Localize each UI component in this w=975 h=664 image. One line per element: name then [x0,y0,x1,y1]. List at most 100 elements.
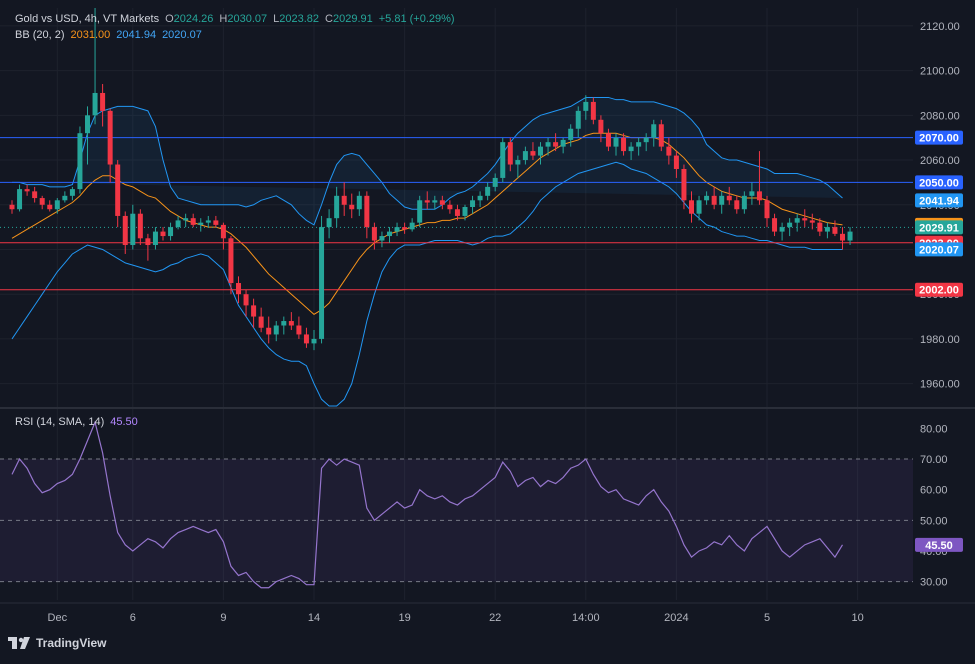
candle-body [326,218,332,228]
rsi-tick-label: 80.00 [920,423,948,435]
candle-body [251,305,257,317]
price-badge-bb_upper-bg [915,193,963,208]
candle-body [77,133,83,190]
bb-basis-value: 2031.00 [70,29,111,41]
candle-body [575,110,581,129]
candle-body [545,142,551,147]
candle-body [560,139,566,147]
low-label: L [273,13,280,25]
candle-body [817,222,823,232]
bb-basis-line [11,132,843,315]
candle-body [334,195,340,219]
rsi-tick-label: 60.00 [920,485,948,497]
candle-body [220,224,226,239]
candle-body [847,231,853,241]
candle-body [636,142,642,147]
candle-body [658,124,664,147]
candle-body [387,231,392,237]
candle-body [100,92,106,111]
rsi-tick-label: 30.00 [920,577,948,589]
time-tick-label: 22 [489,612,501,624]
candle-body [130,213,136,246]
open-value: 2024.26 [173,13,214,25]
rsi-legend-label[interactable]: RSI (14, SMA, 14) [15,416,105,428]
candle-body [17,189,23,210]
candle-body [236,283,241,295]
time-tick-label: 14:00 [572,612,600,624]
candle-body [598,119,604,134]
price-tick-label: 2120.00 [920,21,960,33]
candle-body [621,137,627,152]
bb-lower-value: 2020.07 [162,29,202,41]
price-badge-bb_lower-bg [915,242,963,257]
candle-body [492,177,498,187]
candle-body [311,338,317,344]
price-tick-label: 1960.00 [920,379,960,391]
candle-body [764,200,770,219]
candle-body [568,128,574,140]
rsi-line [11,420,844,589]
candle-body [802,218,808,221]
candle-body [590,101,596,120]
candle-body [726,195,732,201]
candle-body [689,200,694,214]
candle-body [137,213,143,239]
candle-body [628,146,634,152]
candle-body [553,142,559,147]
candle-body [258,316,264,328]
bb-legend-label[interactable]: BB (20, 2) [15,29,65,41]
candle-body [107,110,113,165]
candle-body [583,101,589,111]
candle-body [485,186,491,196]
candle-body [515,160,521,165]
candle-body [470,200,476,207]
candle-body [772,218,778,232]
level-badge: 2050.00 [919,177,959,189]
candle-body [319,227,325,339]
candle-body [85,115,90,134]
candle-body [522,151,528,161]
candle-body [666,146,672,156]
price-badge-bb_lower: 2020.07 [919,244,959,256]
candle-body [500,142,506,178]
rsi-tick-label: 50.00 [920,515,948,527]
candle-body [719,195,725,205]
tradingview-brand[interactable]: TradingView [8,636,106,650]
bb-band-fill [12,97,843,225]
time-tick-label: 9 [220,612,226,624]
rsi-tick-label: 70.00 [920,454,948,466]
candle-body [341,195,347,205]
candle-body [779,227,785,232]
candle-body [613,137,619,147]
candle-body [643,137,649,143]
candle-body [809,220,815,223]
candle-body [145,238,151,246]
candle-body [651,124,657,138]
level-badge: 2002.00 [919,285,959,297]
close-value: 2029.91 [332,13,373,25]
brand-name: TradingView [36,636,107,650]
time-tick-label: 19 [398,612,410,624]
candle-body [379,236,385,241]
bb-legend: BB (20, 2) 2031.00 2041.94 2020.07 [15,29,202,41]
level-badge-bg [915,130,963,145]
candle-body [175,220,181,228]
rsi-legend-value: 45.50 [110,416,138,428]
candle-body [394,227,400,232]
candle-body [417,200,423,223]
symbol-title[interactable]: Gold vs USD, 4h, VT Markets [15,13,160,25]
candle-body [409,222,415,230]
price-badge-last-bg [915,220,963,235]
candle-body [213,220,219,225]
candle-body [454,209,460,216]
time-tick-label: 10 [851,612,863,624]
level-badge: 2070.00 [919,133,959,145]
candle-body [538,146,543,156]
symbol-legend: Gold vs USD, 4h, VT Markets O2024.26 H20… [15,13,455,25]
candle-body [704,195,710,201]
tradingview-logo-icon [8,637,30,649]
candle-body [832,227,838,234]
candle-body [228,238,234,284]
